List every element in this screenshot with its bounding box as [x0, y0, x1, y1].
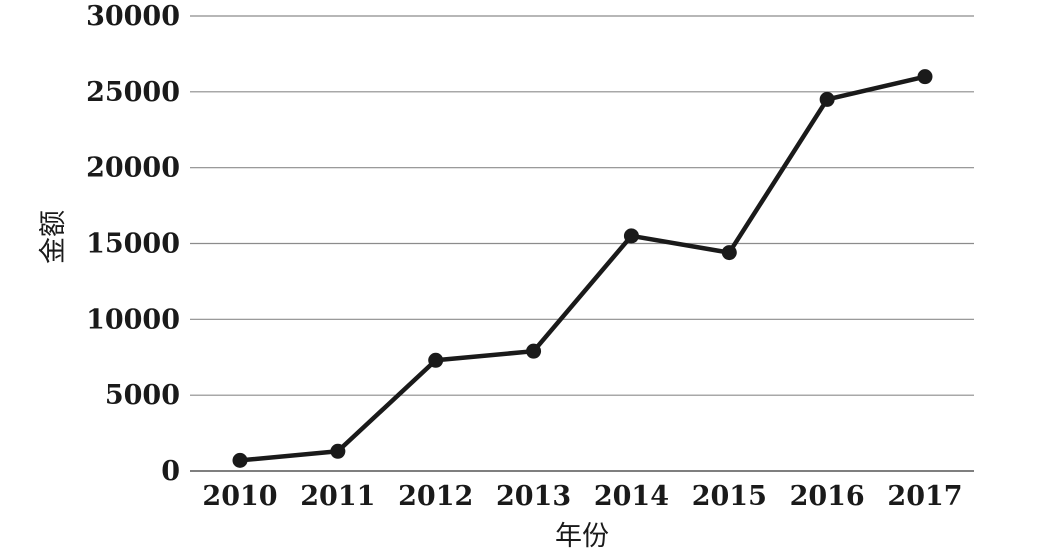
y-tick-label: 15000 [86, 229, 180, 260]
series-group [232, 69, 933, 468]
gridlines [190, 15, 974, 472]
y-tick-labels: 0 5000 10000 15000 20000 25000 30000 [86, 1, 180, 487]
x-tick-label: 2010 [202, 481, 277, 512]
x-tick-label: 2011 [300, 481, 375, 512]
y-tick-label: 25000 [86, 77, 180, 108]
x-tick-label: 2013 [496, 481, 571, 512]
x-tick-label: 2015 [692, 481, 767, 512]
data-point [819, 91, 835, 107]
y-tick-label: 20000 [86, 153, 180, 184]
series-line [237, 74, 928, 463]
x-tick-label: 2016 [790, 481, 865, 512]
y-tick-label: 30000 [86, 1, 180, 32]
data-point [428, 352, 444, 368]
x-tick-label: 2012 [398, 481, 473, 512]
y-tick-label: 0 [161, 456, 180, 487]
data-point [330, 443, 346, 459]
data-point [917, 69, 933, 85]
data-point [232, 452, 248, 468]
x-tick-label: 2017 [887, 481, 962, 512]
y-axis-title: 金额 [38, 210, 69, 264]
x-axis-title: 年份 [555, 521, 609, 552]
y-tick-label: 5000 [105, 380, 180, 411]
data-point [526, 343, 542, 359]
y-tick-label: 10000 [86, 304, 180, 335]
x-tick-label: 2014 [594, 481, 669, 512]
x-tick-labels: 2010 2011 2012 2013 2014 2015 2016 2017 [202, 481, 962, 512]
data-point [623, 228, 639, 244]
data-point [721, 245, 737, 261]
